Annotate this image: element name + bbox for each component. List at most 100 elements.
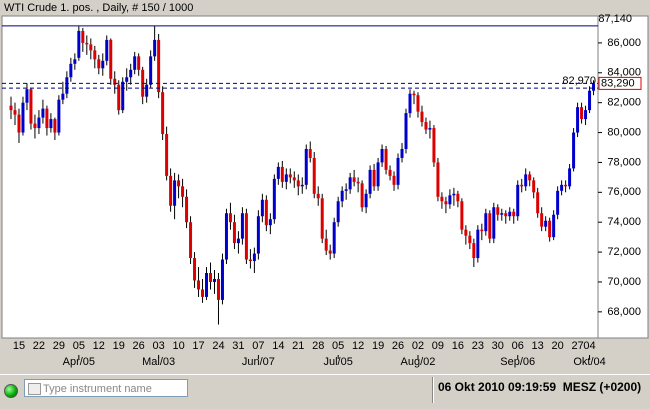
candle-body (332, 222, 336, 254)
x-tick-label: 04 (583, 340, 595, 352)
candle-body (193, 258, 197, 281)
candle-body (21, 102, 25, 133)
candle-body (448, 195, 452, 205)
y-tick-label: 68,000 (607, 306, 641, 318)
candle-body (524, 174, 528, 187)
candle-body (264, 199, 268, 226)
x-tick-label: 30 (492, 340, 504, 352)
candle-body (400, 148, 404, 158)
candle-body (500, 213, 504, 215)
candle-body (133, 56, 137, 70)
candle-body (508, 211, 512, 217)
datetime: 06 Okt 2010 09:19:59 (438, 380, 557, 394)
candle-body (37, 117, 41, 129)
candle-body (17, 114, 21, 133)
candle-body (384, 148, 388, 170)
candle-body (33, 123, 37, 129)
candle-body (117, 84, 121, 111)
y-tick-label: 70,000 (607, 276, 641, 288)
candle-body (420, 111, 424, 123)
x-tick-label: 05 (73, 340, 85, 352)
candle-body (348, 177, 352, 190)
y-tick-label: 74,000 (607, 216, 641, 228)
candle-body (412, 93, 416, 96)
candle-body (57, 99, 61, 133)
candle-body (248, 259, 252, 262)
y-tick-label: 80,000 (607, 126, 641, 138)
candle-body (416, 95, 420, 112)
x-group-label: Mai/03 (142, 356, 175, 368)
candle-body (516, 184, 520, 217)
y-tick-label: 76,000 (607, 186, 641, 198)
candle-body (53, 119, 57, 133)
chart: WTI Crude 1. pos. , Daily, # 150 / 1000 … (1, 1, 649, 368)
candle-body (244, 213, 248, 260)
candle-body (137, 56, 141, 70)
candle-body (504, 213, 508, 217)
y-tick-label: 82,000 (607, 97, 641, 109)
x-group-label: Aug/02 (401, 356, 436, 368)
candle-body (396, 157, 400, 185)
candle-body (220, 259, 224, 300)
x-tick-label: 15 (13, 340, 25, 352)
search-icon (28, 383, 41, 395)
candle-body (560, 184, 564, 191)
candle-body (572, 132, 576, 169)
candle-body (69, 63, 73, 78)
x-tick-label: 07 (252, 340, 264, 352)
candle-body (456, 193, 460, 202)
y-tick-label: 78,000 (607, 156, 641, 168)
candle-body (97, 59, 101, 69)
candle-body (9, 105, 13, 111)
price-axis-area (597, 15, 649, 339)
candle-body (240, 213, 244, 239)
candle-body (29, 89, 33, 124)
x-tick-label: 16 (452, 340, 464, 352)
candle-body (520, 184, 524, 187)
search-placeholder: Type instrument name (43, 383, 152, 395)
x-tick-label: 12 (93, 340, 105, 352)
candle-body (284, 174, 288, 182)
x-group-label: Okt/04 (573, 356, 605, 368)
candle-body (161, 92, 165, 135)
candle-body (304, 148, 308, 185)
candle-body (25, 89, 29, 103)
candle-body (488, 213, 492, 239)
candle-body (536, 192, 540, 214)
candle-body (408, 93, 412, 114)
x-tick-label: 09 (432, 340, 444, 352)
candle-body (480, 229, 484, 232)
candle-body (440, 196, 444, 202)
candle-body (201, 289, 205, 297)
candle-body (260, 199, 264, 217)
candle-body (288, 174, 292, 178)
instrument-search[interactable]: Type instrument name (24, 379, 188, 397)
x-tick-label: 14 (272, 340, 284, 352)
candle-body (496, 207, 500, 215)
candle-body (105, 39, 109, 61)
candle-body (320, 198, 324, 239)
candle-body (276, 166, 280, 179)
candle-body (428, 128, 432, 130)
candle-body (113, 78, 117, 85)
candle-body (41, 108, 45, 118)
x-tick-label: 19 (372, 340, 384, 352)
candle-body (464, 229, 468, 236)
candle-body (512, 211, 516, 217)
candle-body (209, 273, 212, 282)
candle-body (197, 280, 201, 290)
candle-body (280, 166, 284, 182)
candle-body (169, 175, 173, 206)
candle-body (372, 169, 376, 187)
candle-body (336, 201, 340, 223)
candle-body (145, 84, 149, 97)
candle-body (236, 238, 240, 244)
candle-body (228, 213, 232, 223)
x-tick-label: 29 (53, 340, 65, 352)
separator (432, 377, 434, 403)
x-tick-label: 21 (292, 340, 304, 352)
candle-body (149, 56, 153, 85)
x-tick-label: 06 (512, 340, 524, 352)
candle-body (61, 93, 65, 100)
timezone: MESZ (+0200) (562, 380, 642, 394)
